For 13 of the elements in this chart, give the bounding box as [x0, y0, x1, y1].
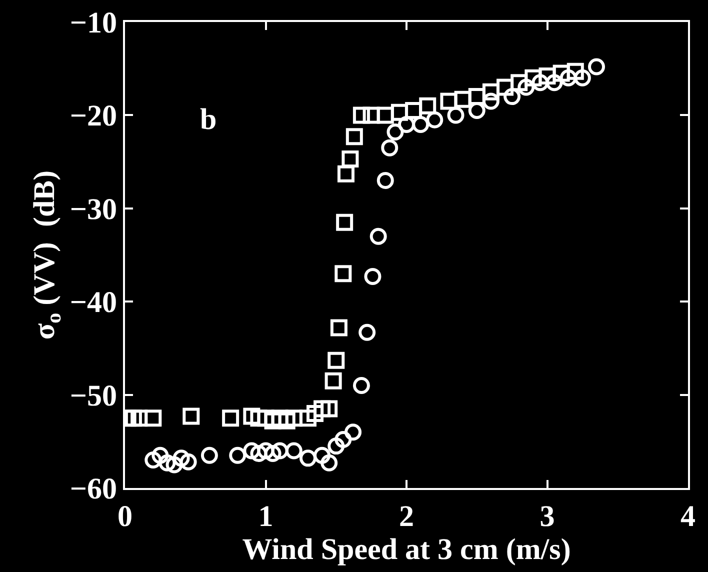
x-tick-label: 3 — [540, 500, 555, 533]
x-tick-label: 1 — [258, 500, 274, 533]
y-tick-label: −60 — [70, 472, 117, 506]
x-axis-title: Wind Speed at 3 cm (m/s) — [242, 533, 571, 566]
annotation: b — [200, 103, 217, 136]
y-tick-label: −30 — [70, 192, 117, 226]
y-tick-label: −20 — [70, 100, 117, 133]
x-tick-label: 2 — [399, 500, 414, 533]
x-tick-label: 4 — [680, 500, 696, 533]
y-tick-label: −10 — [70, 6, 117, 40]
y-tick-label: −50 — [70, 379, 117, 412]
y-tick-label: −40 — [70, 286, 117, 320]
x-tick-label: 0 — [118, 500, 132, 533]
